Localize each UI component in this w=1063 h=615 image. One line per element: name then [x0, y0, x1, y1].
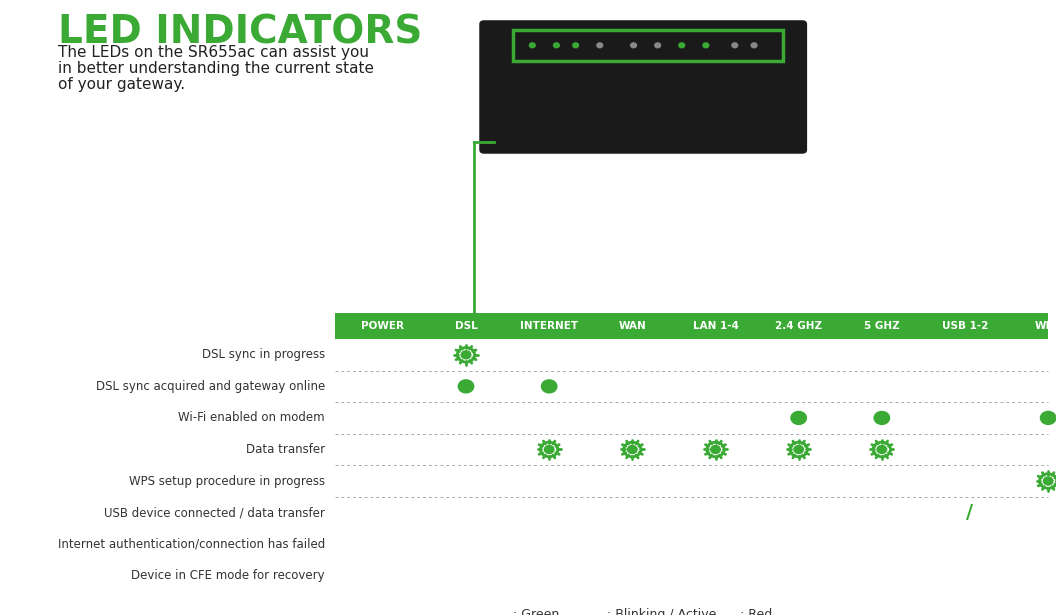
Circle shape: [975, 509, 984, 517]
Circle shape: [679, 43, 685, 48]
Circle shape: [458, 380, 474, 393]
Circle shape: [541, 380, 557, 393]
Text: /: /: [966, 503, 974, 522]
Text: LED INDICATORS: LED INDICATORS: [57, 14, 422, 52]
Circle shape: [877, 445, 887, 453]
Text: : Green: : Green: [513, 608, 559, 615]
Circle shape: [461, 351, 471, 359]
Text: The LEDs on the SR655ac can assist you: The LEDs on the SR655ac can assist you: [57, 44, 369, 60]
Circle shape: [1044, 477, 1053, 485]
Circle shape: [732, 43, 738, 48]
Circle shape: [711, 445, 721, 453]
Text: USB device connected / data transfer: USB device connected / data transfer: [104, 506, 325, 519]
Circle shape: [544, 445, 554, 453]
Circle shape: [723, 608, 737, 615]
Text: : Red: : Red: [740, 608, 772, 615]
Text: WPS: WPS: [1035, 321, 1062, 331]
Text: USB 1-2: USB 1-2: [942, 321, 989, 331]
Circle shape: [597, 43, 603, 48]
Circle shape: [573, 43, 578, 48]
Text: Wi-Fi enabled on modem: Wi-Fi enabled on modem: [179, 411, 325, 424]
Circle shape: [375, 569, 390, 582]
Text: DSL sync acquired and gateway online: DSL sync acquired and gateway online: [96, 380, 325, 393]
Circle shape: [655, 43, 660, 48]
Circle shape: [591, 611, 600, 615]
Text: POWER: POWER: [361, 321, 404, 331]
Text: WPS setup procedure in progress: WPS setup procedure in progress: [129, 475, 325, 488]
Circle shape: [958, 506, 973, 519]
Circle shape: [752, 43, 757, 48]
Text: LAN 1-4: LAN 1-4: [693, 321, 739, 331]
Circle shape: [496, 608, 510, 615]
FancyBboxPatch shape: [335, 313, 1048, 339]
FancyBboxPatch shape: [479, 20, 807, 154]
Circle shape: [630, 43, 637, 48]
Text: INTERNET: INTERNET: [520, 321, 578, 331]
Circle shape: [874, 411, 890, 424]
Text: Data transfer: Data transfer: [246, 443, 325, 456]
Circle shape: [1041, 411, 1056, 424]
Text: of your gateway.: of your gateway.: [57, 77, 185, 92]
Circle shape: [627, 445, 637, 453]
Text: in better understanding the current state: in better understanding the current stat…: [57, 61, 374, 76]
Circle shape: [529, 43, 535, 48]
Text: 2.4 GHZ: 2.4 GHZ: [775, 321, 823, 331]
Circle shape: [554, 43, 559, 48]
Circle shape: [703, 43, 709, 48]
Text: Device in CFE mode for recovery: Device in CFE mode for recovery: [132, 569, 325, 582]
Circle shape: [794, 445, 804, 453]
Circle shape: [541, 538, 557, 550]
Text: Internet authentication/connection has failed: Internet authentication/connection has f…: [57, 538, 325, 550]
Text: WAN: WAN: [619, 321, 646, 331]
Text: DSL sync in progress: DSL sync in progress: [202, 348, 325, 361]
Text: 5 GHZ: 5 GHZ: [864, 321, 899, 331]
Text: DSL: DSL: [455, 321, 477, 331]
Text: : Blinking / Active: : Blinking / Active: [607, 608, 715, 615]
Circle shape: [791, 411, 807, 424]
